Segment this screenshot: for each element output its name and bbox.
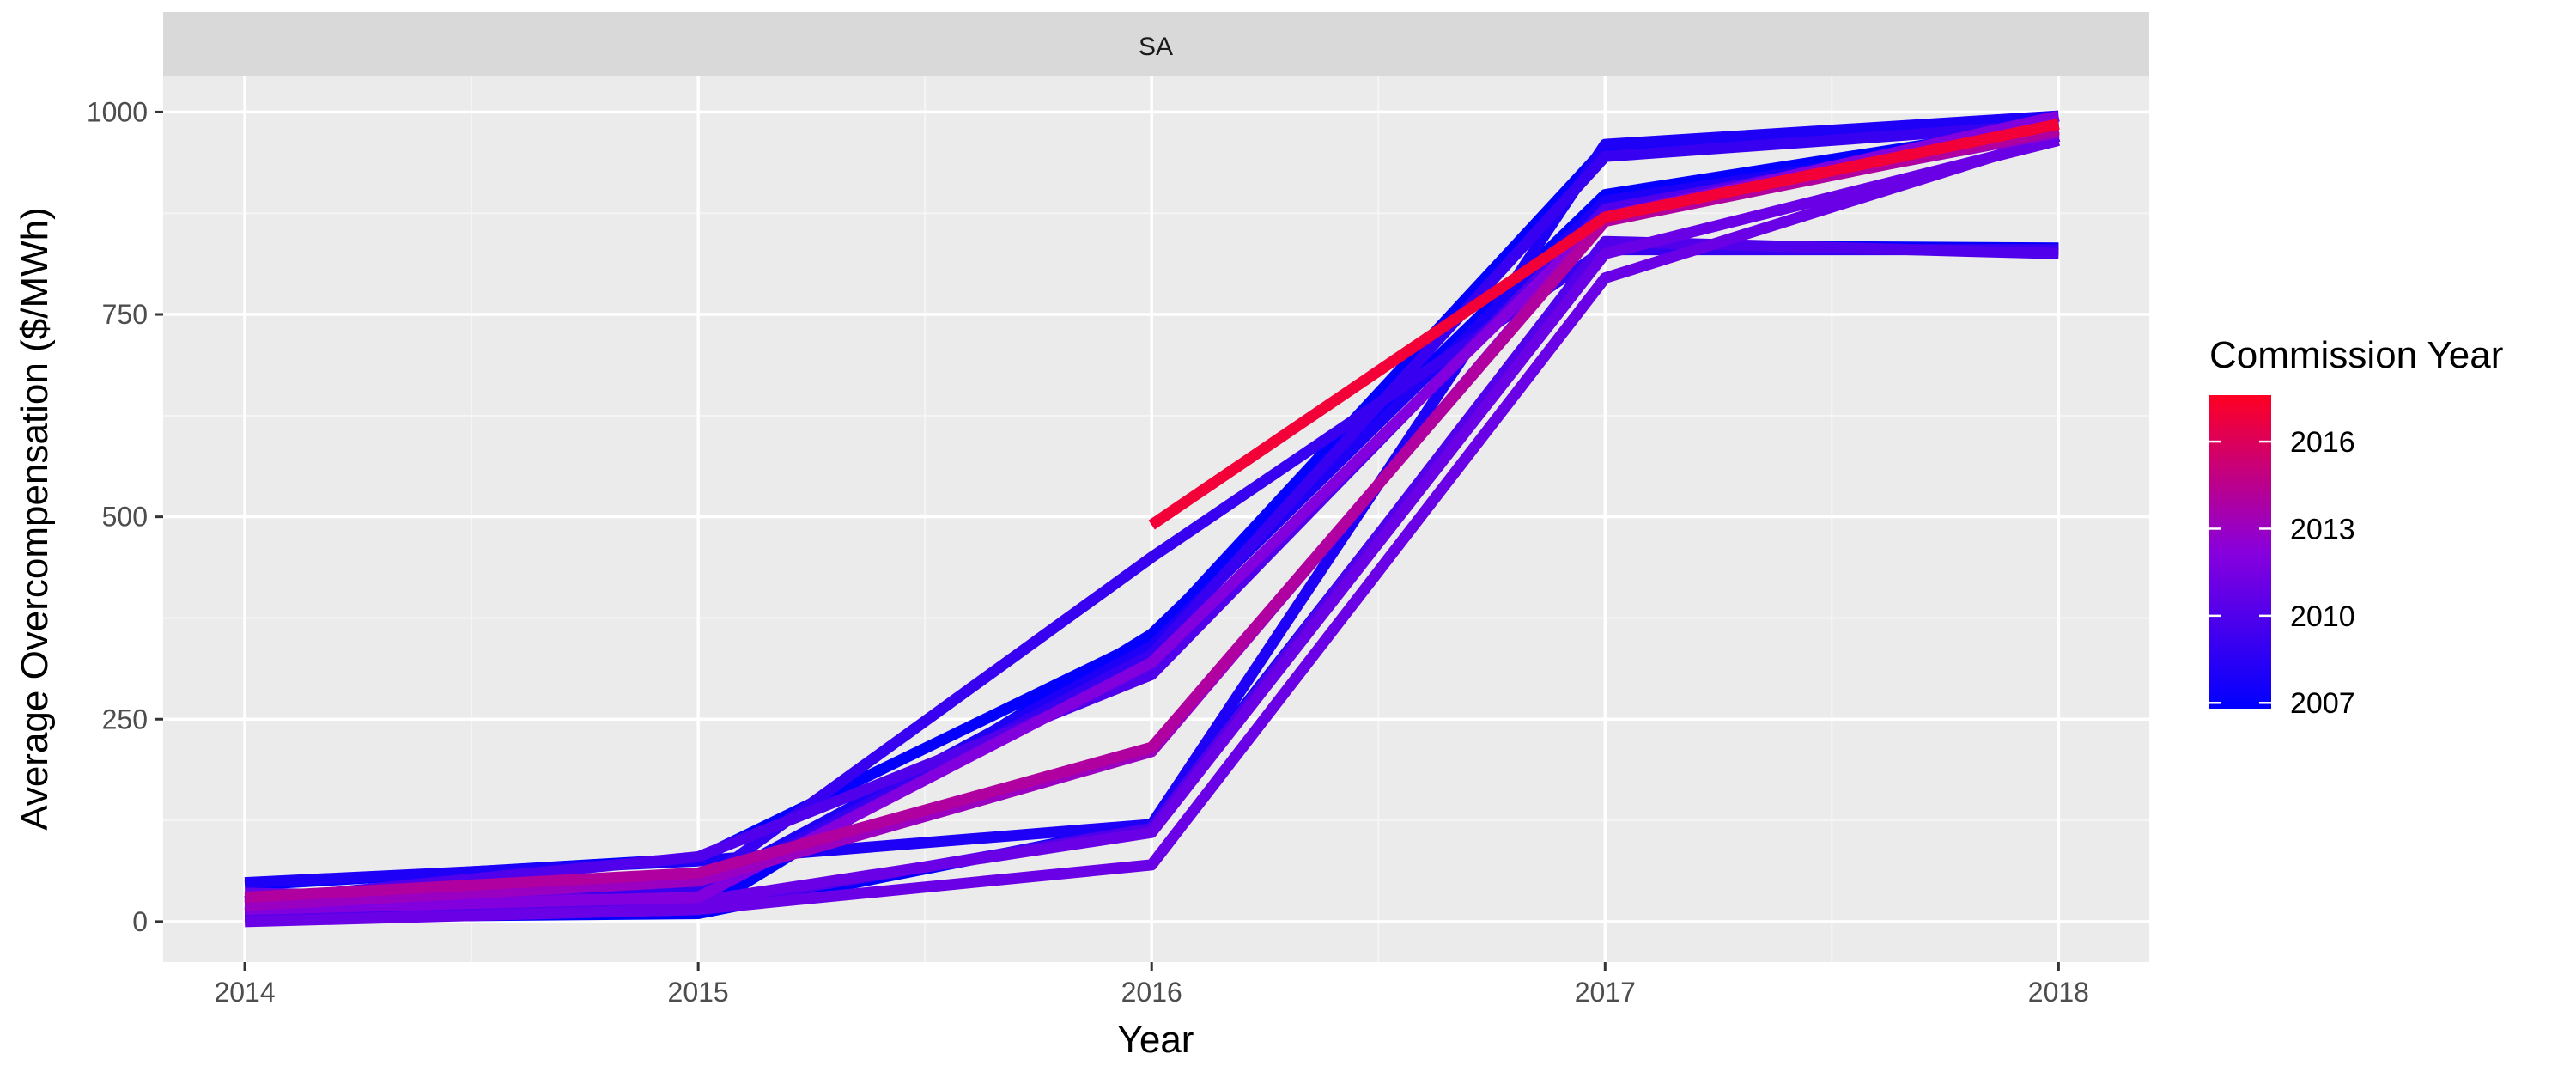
y-tick-label: 500 (102, 502, 148, 533)
x-tick-label: 2014 (214, 977, 275, 1008)
legend-tick-label: 2007 (2290, 687, 2355, 720)
legend-tick-label: 2016 (2290, 426, 2355, 459)
x-tick-label: 2017 (1575, 977, 1636, 1008)
y-axis: 0 250 500 750 1000 (87, 96, 163, 937)
legend-colorbar (2209, 395, 2271, 709)
y-tick-label: 0 (132, 906, 148, 937)
x-axis: 2014 2015 2016 2017 2018 (214, 962, 2089, 1008)
legend: Commission Year 2007 2010 2013 2016 (2209, 334, 2503, 720)
facet-strip (163, 12, 2149, 76)
series-layer (244, 110, 2061, 928)
y-tick-label: 250 (102, 703, 148, 734)
y-axis-title: Average Overcompensation ($/MWh) (14, 207, 56, 830)
legend-tick-label: 2013 (2290, 513, 2355, 545)
legend-title: Commission Year (2209, 334, 2503, 376)
y-tick-label: 750 (102, 299, 148, 330)
facet-label: SA (1139, 33, 1173, 61)
series-line (1148, 119, 2060, 530)
legend-ticks: 2007 2010 2013 2016 (2209, 426, 2355, 720)
x-tick-label: 2016 (1121, 977, 1182, 1008)
x-tick-label: 2018 (2028, 977, 2089, 1008)
x-tick-label: 2015 (668, 977, 729, 1008)
y-tick-label: 1000 (87, 96, 148, 127)
series-line (244, 131, 2061, 928)
x-axis-title: Year (1118, 1019, 1194, 1061)
legend-tick-label: 2010 (2290, 600, 2355, 633)
